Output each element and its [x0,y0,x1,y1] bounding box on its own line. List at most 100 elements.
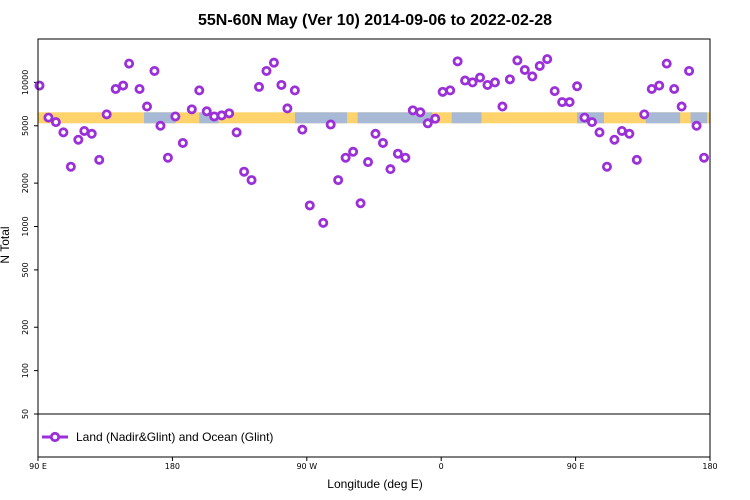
data-point [118,80,129,91]
data-point [297,124,308,135]
y-tick-label: 200 [21,320,30,335]
y-axis-label: N Total [0,226,12,263]
x-tick-label: 90 W [296,462,317,471]
data-point [370,128,381,139]
data-point [504,74,515,85]
data-point [110,83,121,94]
data-point [497,101,508,112]
ocean-span [451,112,482,124]
data-point [231,127,242,138]
land-ocean-band [38,112,710,124]
data-point [170,111,181,122]
data-point [194,85,205,96]
data-point [452,56,463,67]
data-point [142,101,153,112]
y-tick-label: 50 [21,409,30,419]
data-point [377,137,388,148]
data-point [572,81,583,92]
data-point [475,72,486,83]
legend: Land (Nadir&Glint) and Ocean (Glint) [42,430,273,444]
x-tick-label: 180 [702,462,717,471]
plot-frame [37,38,711,458]
y-tick-label: 2000 [21,173,30,193]
data-point [684,65,695,76]
data-point [699,152,710,163]
data-point [385,164,396,175]
data-point [549,86,560,97]
data-point [101,109,112,120]
ocean-span [357,112,433,124]
data-point [489,77,500,88]
data-point [268,57,279,68]
data-point [527,71,538,82]
data-point [363,157,374,168]
data-point [86,128,97,139]
data-point [669,83,680,94]
y-tick-label: 100 [21,363,30,378]
data-point [654,80,665,91]
data-point [177,137,188,148]
data-point [646,83,657,94]
data-point [155,120,166,131]
data-points [34,54,710,228]
data-point [65,161,76,172]
data-point [276,79,287,90]
data-point [246,175,257,186]
data-point [512,55,523,66]
x-axis-label: Longitude (deg E) [327,477,422,491]
data-point [639,109,650,120]
data-point [94,154,105,165]
ocean-span [690,112,708,124]
data-point [415,107,426,118]
data-point [289,85,300,96]
ocean-span [199,112,219,124]
y-tick-label: 10000 [21,70,30,95]
data-point [534,60,545,71]
data-point [437,86,448,97]
ocean-span [144,112,176,124]
data-point [430,113,441,124]
data-point [186,104,197,115]
y-tick-label: 5000 [21,116,30,136]
data-point [624,128,635,139]
data-point [282,103,293,114]
data-point [579,112,590,123]
data-point [43,112,54,123]
data-point [601,161,612,172]
y-tick-label: 1000 [21,216,30,236]
data-point [661,58,672,69]
data-point [348,146,359,157]
data-point [400,152,411,163]
ocean-span [645,112,681,124]
data-point [325,119,336,130]
legend-marker [49,431,61,443]
x-tick-label: 90 E [567,462,585,471]
data-point [519,64,530,75]
chart-title: 55N-60N May (Ver 10) 2014-09-06 to 2022-… [198,12,552,29]
data-point [392,148,403,159]
data-point [542,54,553,65]
data-point [594,127,605,138]
data-point [691,120,702,131]
data-point [239,166,250,177]
x-tick-label: 180 [165,462,180,471]
y-tick-label: 500 [21,262,30,277]
ocean-span [294,112,348,124]
data-point [224,108,235,119]
data-point [201,106,212,117]
data-point [304,200,315,211]
data-point [422,118,433,129]
data-point [73,134,84,145]
data-point [676,101,687,112]
data-point [445,85,456,96]
legend-label: Land (Nadir&Glint) and Ocean (Glint) [76,430,273,444]
data-point [34,80,45,91]
data-point [467,77,478,88]
data-point [340,152,351,163]
data-point [355,198,366,209]
data-point [58,127,69,138]
data-point [149,65,160,76]
data-point [333,175,344,186]
data-point [318,217,329,228]
